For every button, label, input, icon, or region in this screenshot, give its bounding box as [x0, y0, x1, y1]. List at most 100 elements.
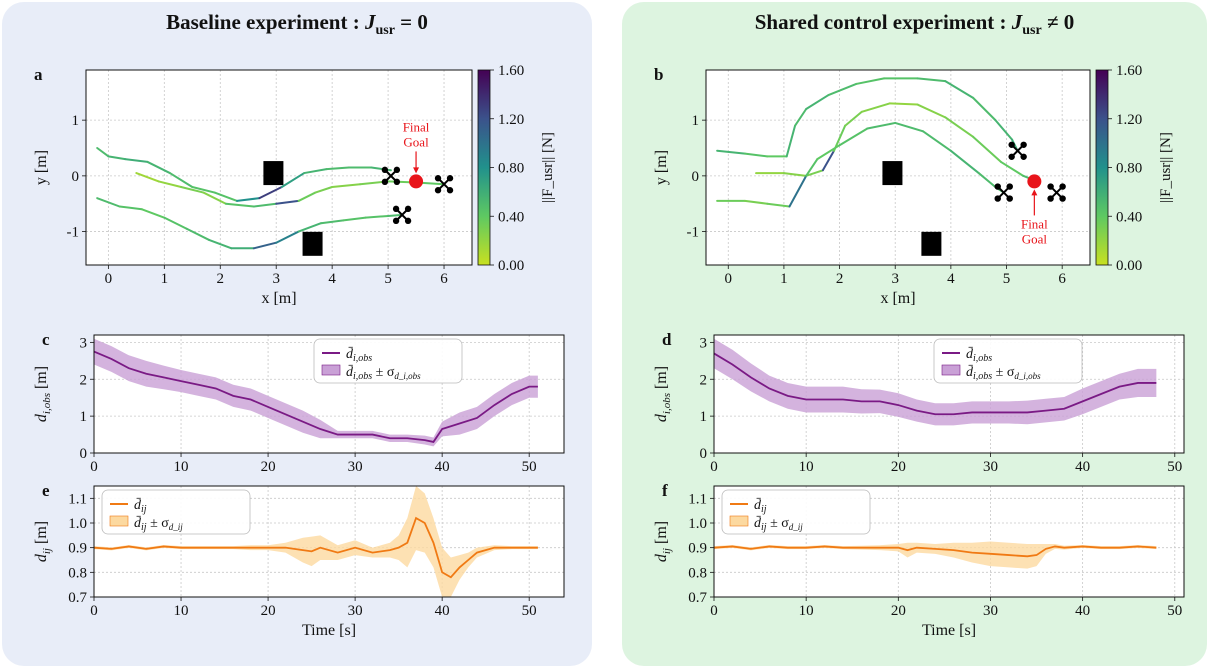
x-tick-label: 2 [217, 271, 225, 287]
y-tick-label: 1.0 [68, 516, 87, 532]
trajectory-segment [208, 238, 233, 250]
x-tick-label: 30 [348, 603, 363, 619]
y-tick-label: 0.8 [688, 565, 707, 581]
panel-letter-a: a [34, 65, 43, 84]
trajectory-segment [387, 213, 404, 217]
drone-rotor [1008, 153, 1015, 160]
mean-line [713, 545, 1157, 558]
x-tick-label: 40 [435, 603, 450, 619]
x-tick-label: 5 [1003, 271, 1011, 287]
trajectory-segment [782, 172, 808, 177]
trajectory-segment [319, 219, 345, 225]
trajectory-segment [297, 191, 317, 202]
drone-icon [392, 205, 412, 225]
chart-e: 0 10 20 30 40 50 0.7 0.8 0.9 1.0 1.1 e d̄ijd̄ij ± σd… [33, 481, 565, 639]
trajectory-segment [894, 121, 925, 133]
drone-rotor [1059, 183, 1066, 190]
x-tick-label: 50 [1167, 603, 1182, 619]
trajectory-segment [816, 144, 841, 161]
plot-frame-b [705, 69, 1091, 266]
drone-rotor [392, 205, 400, 213]
colorbar-tick-label: 0.80 [498, 161, 524, 177]
x-tick-label: 40 [1075, 459, 1090, 475]
y-tick-label: 0.9 [68, 541, 87, 557]
colorbar-tick-label: 0.40 [498, 209, 524, 225]
legend-entry: d̄ij [754, 497, 767, 515]
x-tick-label: 2 [836, 271, 844, 287]
drone-rotor [393, 166, 401, 174]
y-tick-label: -1 [687, 225, 700, 241]
drone-rotor [1020, 141, 1027, 148]
trajectory-segment [716, 149, 746, 155]
drone-rotor [446, 187, 454, 194]
std-band [94, 338, 538, 447]
drone-rotor [1047, 183, 1054, 190]
y-tick-label: 0 [700, 446, 708, 462]
y-axis-label: dij [m] [33, 521, 53, 562]
trajectory-segment [168, 172, 194, 188]
trajectory-segment [280, 172, 306, 188]
legend-band-swatch [109, 515, 129, 527]
plot-frame-d [713, 334, 1185, 454]
drone-rotor [1006, 183, 1013, 190]
mean-line [93, 516, 538, 579]
x-axis-label: x [m] [261, 290, 296, 307]
drone-rotor [381, 178, 389, 186]
panel-letter-f: f [662, 481, 668, 500]
drone-icon [994, 183, 1013, 202]
obstacle-block [882, 161, 903, 186]
y-tick-label: 3 [80, 335, 88, 351]
colorbar-tick-label: 0.00 [498, 258, 524, 274]
trajectory-segment [805, 94, 830, 110]
y-tick-label: -1 [67, 225, 80, 241]
mean-line [93, 350, 538, 443]
trajectory-segment [994, 119, 1014, 141]
x-tick-label: 20 [891, 459, 906, 475]
trajectory-segment [972, 135, 1002, 163]
chart-f: 0 10 20 30 40 50 0.7 0.8 0.9 1.0 1.1 f d̄ijd̄ij ± σd… [653, 481, 1185, 639]
baseline-panel-title: Baseline experiment : Jusr = 0 [2, 10, 592, 39]
x-tick-label: 20 [261, 459, 276, 475]
panel-letter-d: d [662, 330, 672, 349]
x-axis-label: Time [s] [922, 622, 976, 639]
plot-frame-c [93, 334, 565, 454]
x-tick-label: 0 [725, 271, 733, 287]
trajectory-segment [325, 166, 350, 171]
goal-arrowhead [413, 167, 420, 174]
y-tick-label: 1.1 [688, 491, 707, 507]
legend-entry: d̄i,obs [966, 346, 992, 364]
x-tick-label: 40 [435, 459, 450, 475]
drone-icon [381, 166, 401, 186]
legend-box [721, 489, 871, 535]
trajectory-segment [949, 149, 980, 175]
trajectory-segment [855, 77, 886, 85]
drone-rotor [404, 205, 412, 213]
legend-entry: d̄ij [134, 497, 147, 515]
drone-icon [1008, 141, 1027, 160]
y-tick-label: 0.7 [688, 590, 707, 606]
shared-title-relation: ≠ 0 [1046, 10, 1075, 34]
goal-annotation: Final [1021, 216, 1048, 231]
legend-box [101, 489, 251, 535]
colorbar-tick-label: 0.00 [1116, 258, 1142, 274]
y-tick-label: 1.1 [68, 491, 87, 507]
trajectory-segment [258, 186, 283, 200]
trajectory-segment [224, 202, 255, 208]
trajectory-segment [821, 149, 835, 172]
trajectory-segment [118, 205, 143, 211]
trajectory-segment [888, 102, 919, 106]
y-tick-label: 1.0 [688, 516, 707, 532]
legend-entry: d̄i,obs ± σd_i,obs [966, 364, 1041, 382]
trajectory-segment [866, 121, 897, 130]
y-tick-label: 2 [80, 372, 88, 388]
trajectory-segment [766, 202, 791, 208]
x-tick-label: 10 [799, 603, 814, 619]
trajectory-segment [944, 80, 975, 99]
x-tick-label: 0 [710, 459, 718, 475]
x-tick-label: 1 [161, 271, 169, 287]
trajectory-segment [805, 158, 819, 177]
x-tick-label: 10 [799, 459, 814, 475]
trajectory-segment [275, 199, 300, 205]
x-axis-label: x [m] [880, 290, 915, 307]
